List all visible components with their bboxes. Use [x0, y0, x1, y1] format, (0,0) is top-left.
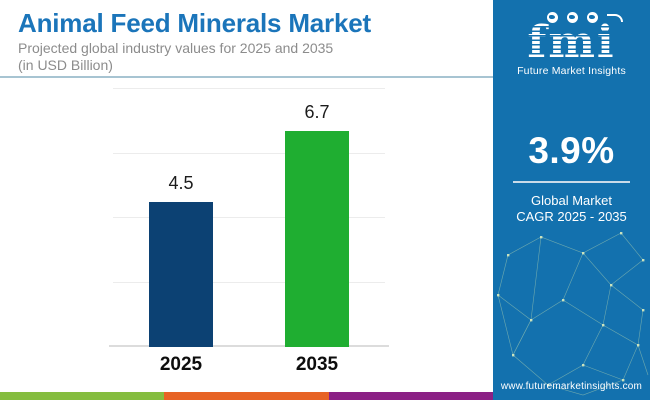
value-label-2025: 4.5 — [168, 172, 194, 193]
logo-stripes-decoration — [527, 23, 616, 64]
globe-dot-icon — [546, 12, 558, 23]
strip-segment-3 — [328, 392, 493, 400]
main-panel: Animal Feed Minerals Market Projected gl… — [0, 8, 493, 400]
page-subtitle-line2: (in USD Billion) — [18, 57, 113, 73]
header-divider — [0, 76, 493, 78]
sidebar: fmi Future Market Insights 3.9% Global M… — [493, 0, 650, 400]
network-pattern-decoration — [497, 232, 649, 396]
gridline-6 — [113, 152, 385, 154]
cagr-stat-block: 3.9% Global Market CAGR 2025 - 2035 — [493, 130, 650, 225]
stat-divider — [513, 181, 630, 183]
bar-2025 — [149, 201, 213, 347]
logo-swoosh-icon — [606, 14, 623, 22]
gridline-2 — [113, 281, 385, 283]
x-axis-label-2025: 2025 — [159, 354, 203, 375]
gridline-4 — [113, 217, 385, 218]
cagr-label-line1: Global Market — [531, 193, 612, 208]
x-axis-baseline — [109, 345, 389, 347]
strip-segment-1 — [0, 392, 165, 400]
gridline-8 — [113, 88, 385, 89]
fmi-logo: fmi Future Market Insights — [493, 10, 650, 77]
page-subtitle-line1: Projected global industry values for 202… — [18, 40, 334, 56]
logo-wordmark: fmi — [527, 21, 616, 65]
strip-segment-2 — [164, 392, 329, 400]
bottom-strip — [0, 392, 493, 400]
logo-subtext: Future Market Insights — [517, 65, 626, 78]
value-label-2035: 6.7 — [304, 101, 330, 122]
cagr-value: 3.9% — [528, 130, 615, 171]
globe-dot-icon — [586, 12, 598, 23]
bar-2035 — [285, 130, 349, 347]
page-subtitle: Projected global industry values for 202… — [18, 40, 333, 74]
x-axis-label-2035: 2035 — [295, 354, 339, 375]
page-title: Animal Feed Minerals Market — [18, 8, 371, 38]
logo-globe-dots — [519, 10, 650, 23]
cagr-label-line2: CAGR 2025 - 2035 — [516, 209, 627, 224]
plot-area: 4.5 2025 6.7 2035 — [109, 88, 389, 375]
website-url[interactable]: www.futuremarketinsights.com — [500, 381, 643, 392]
globe-dot-icon — [566, 12, 578, 23]
